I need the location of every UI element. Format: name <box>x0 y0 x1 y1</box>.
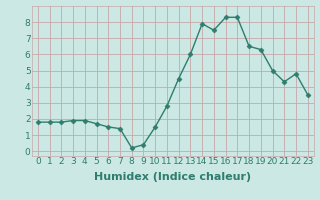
X-axis label: Humidex (Indice chaleur): Humidex (Indice chaleur) <box>94 172 252 182</box>
